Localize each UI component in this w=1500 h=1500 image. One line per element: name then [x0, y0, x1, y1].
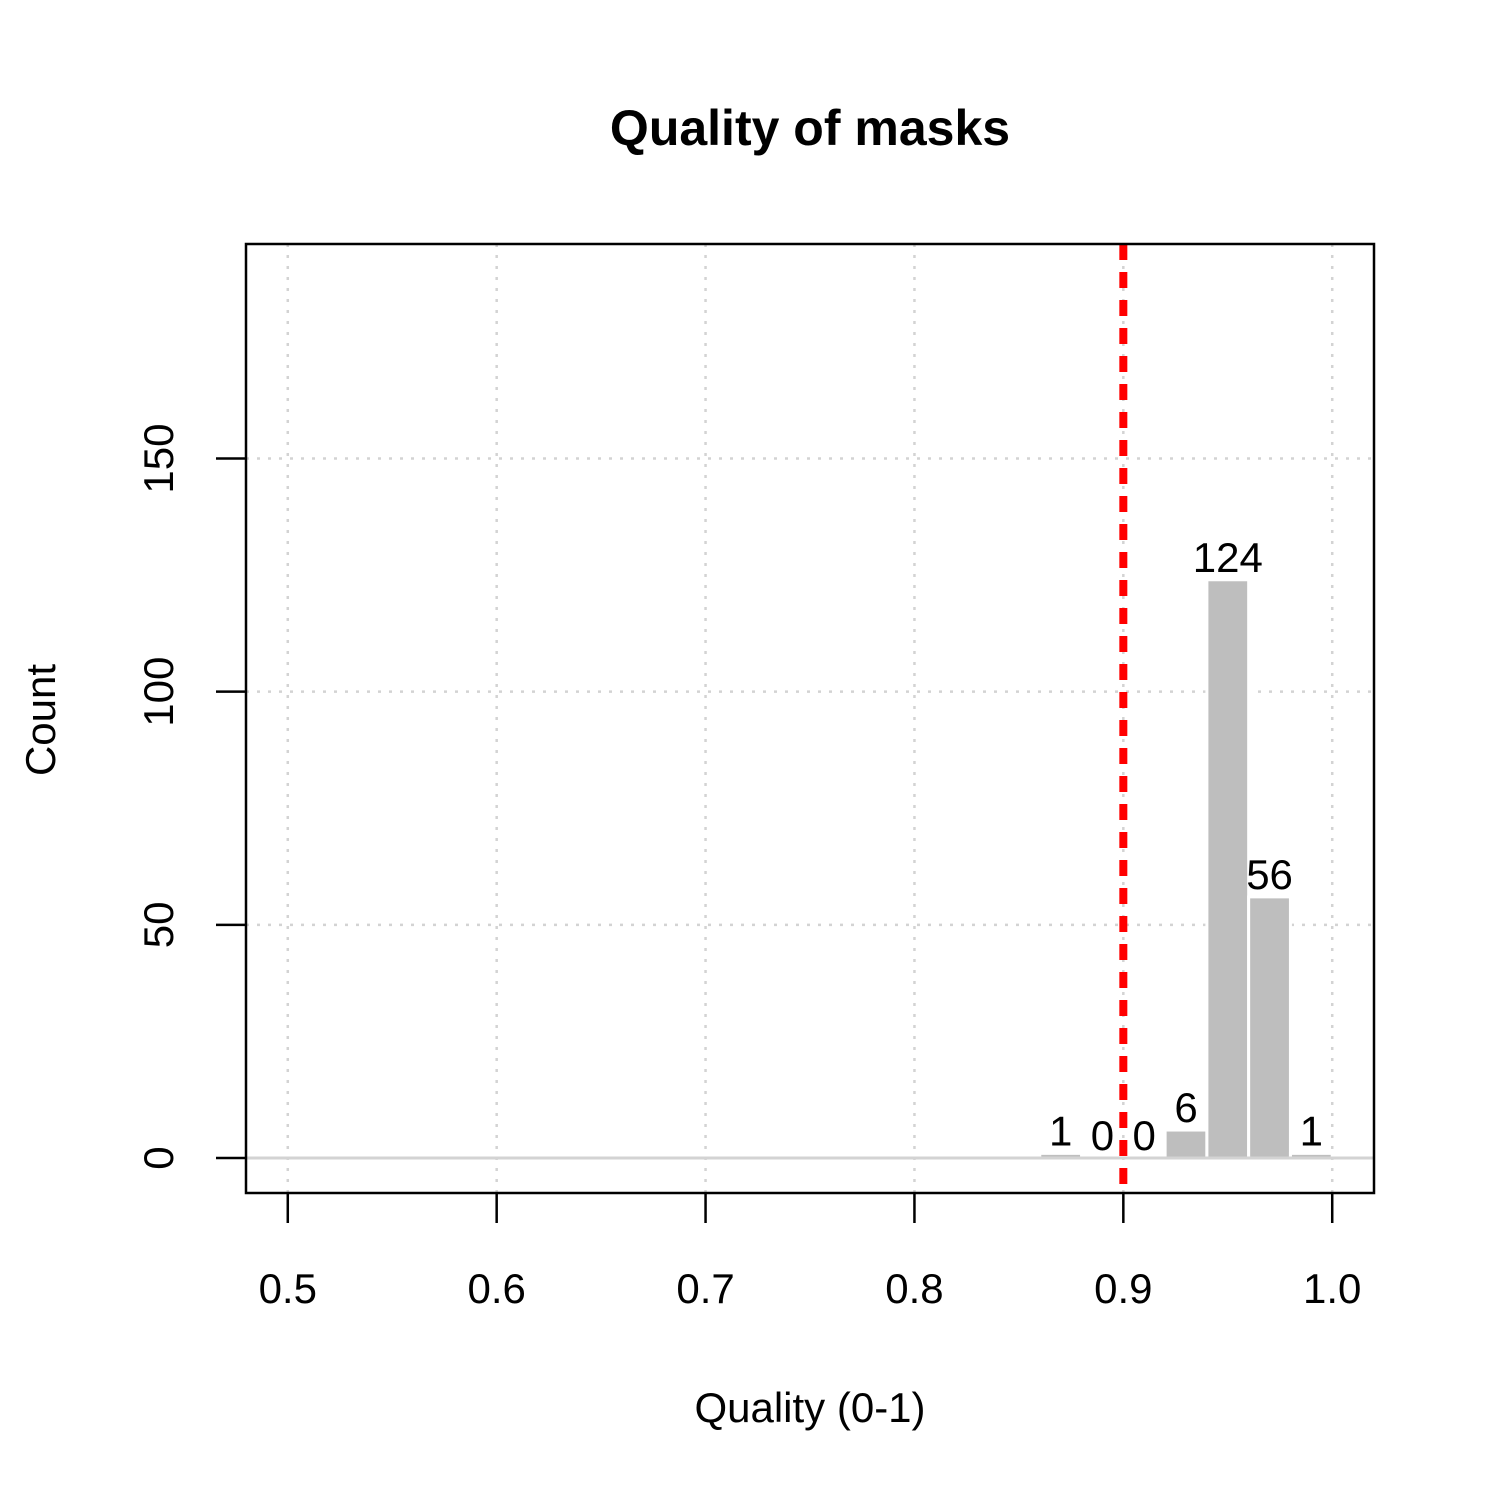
bars: [246, 578, 1374, 1160]
bar-count-label: 0: [1091, 1112, 1114, 1159]
x-tick-label: 0.6: [467, 1265, 525, 1312]
x-tick-label: 0.8: [885, 1265, 943, 1312]
bar-count-label: 1: [1300, 1107, 1323, 1154]
bar-count-label: 0: [1133, 1112, 1156, 1159]
bar-count-label: 1: [1049, 1107, 1072, 1154]
x-tick-label: 0.7: [676, 1265, 734, 1312]
bar-count-label: 6: [1174, 1084, 1197, 1131]
chart-title: Quality of masks: [610, 100, 1010, 156]
y-axis-label: Count: [17, 664, 64, 776]
x-tick-label: 0.9: [1094, 1265, 1152, 1312]
bar-count-label: 56: [1246, 851, 1293, 898]
bar-count-label: 124: [1193, 534, 1263, 581]
y-tick-label: 100: [135, 657, 182, 727]
x-tick-label: 0.5: [259, 1265, 317, 1312]
plot-frame: [244, 242, 1376, 1195]
histogram-bar: [1163, 1128, 1209, 1160]
x-axis-label: Quality (0-1): [694, 1384, 925, 1431]
y-tick-label: 150: [135, 423, 182, 493]
histogram-bar: [1205, 578, 1251, 1160]
x-tick-label: 1.0: [1303, 1265, 1361, 1312]
y-tick-label: 0: [135, 1146, 182, 1169]
grid: [246, 244, 1374, 1193]
histogram-bar: [1247, 895, 1292, 1160]
y-tick-label: 50: [135, 901, 182, 948]
